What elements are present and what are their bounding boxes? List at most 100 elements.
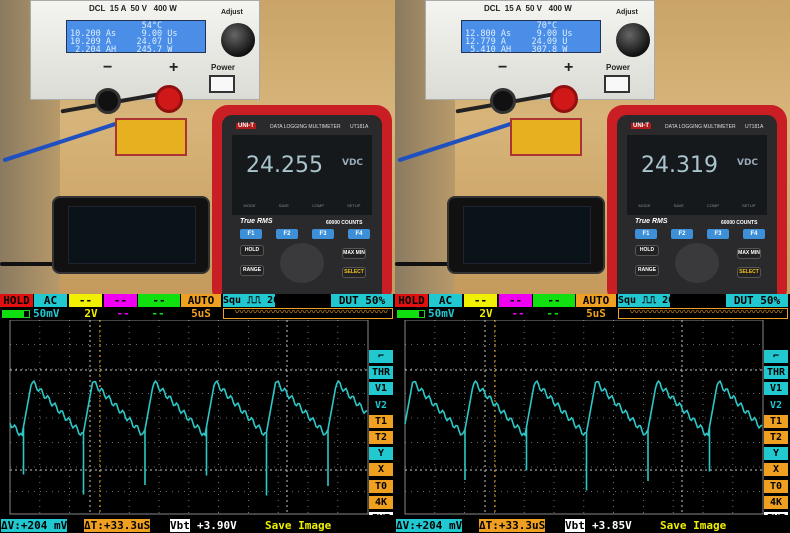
maxmin-key[interactable]: MAX MIN [737,248,761,259]
side-button-3[interactable]: V2 [374,399,388,411]
select-key[interactable]: SELECT [342,267,366,278]
memory-position-bar[interactable]: 〰〰〰〰〰〰〰〰〰〰〰〰〰〰〰〰〰 [618,308,788,319]
ch4-tag[interactable]: -- [533,294,575,307]
time-div[interactable]: 5uS [191,307,211,320]
ch3-vdiv[interactable]: -- [116,307,130,320]
side-button-7[interactable]: X [369,463,393,477]
side-button-4[interactable]: T1 [369,414,393,428]
save-image-button[interactable]: Save Image [265,519,332,532]
dmm-menu-item: SETUP [347,203,361,208]
generator-tag[interactable]: Squ ⎍⎍ 200KHz [618,294,699,307]
side-button-1[interactable]: THR [369,366,393,380]
battery-voltage: +3.85V [592,519,632,532]
electronic-load: DCL 15 A 50 V 400 W 54°C 10.200 As 9.00 U… [30,0,260,100]
duty-tag[interactable]: DUT 50% [726,294,788,307]
power-button[interactable] [604,75,630,93]
range-key[interactable]: RANGE [635,265,659,276]
coupling-tag[interactable]: AC [34,294,67,307]
ch1-trace [404,379,763,491]
hold-key[interactable]: HOLD [240,245,264,256]
f3-key[interactable]: F3 [312,229,334,239]
dmm-menu-item: COMP [707,203,720,208]
time-div[interactable]: 5uS [586,307,606,320]
coupling-tag[interactable]: AC [429,294,462,307]
power-label: Power [211,63,236,72]
electronic-load: DCL 15 A 50 V 400 W 70°C 12.800 As 9.00 U… [425,0,655,100]
trigger-mode-tag[interactable]: AUTO [181,294,221,307]
side-button-6[interactable]: Y [369,447,393,461]
phone-oscilloscope [52,196,210,274]
maxmin-key[interactable]: MAX MIN [342,248,366,259]
side-button-1[interactable]: THR [764,366,788,380]
hold-tag[interactable]: HOLD [0,294,33,307]
trigger-mode-tag[interactable]: AUTO [576,294,616,307]
dpad[interactable] [675,243,719,283]
f2-key[interactable]: F2 [671,229,693,239]
adjust-knob[interactable] [616,23,650,57]
side-button-5[interactable]: T2 [764,431,788,444]
memory-position-bar[interactable]: 〰〰〰〰〰〰〰〰〰〰〰〰〰〰〰〰〰 [223,308,393,319]
side-button-8[interactable]: T0 [369,479,393,493]
power-button[interactable] [209,75,235,93]
generator-tag[interactable]: Squ ⎍⎍ 200KHz [223,294,304,307]
f1-key[interactable]: F1 [635,229,657,239]
ch3-tag[interactable]: -- [499,294,532,307]
ch3-tag[interactable]: -- [104,294,137,307]
f2-key[interactable]: F2 [276,229,298,239]
f3-key[interactable]: F3 [707,229,729,239]
adjust-label: Adjust [221,9,243,16]
ch1-vdiv[interactable]: 50mV [428,307,455,320]
scope-footer: ΔV:+204 mV ΔT:+33.3uS Vbt +3.85V Save Im… [395,515,790,533]
side-button-4[interactable]: T1 [764,414,788,428]
lcd-line: 54°C [70,21,163,31]
load-model: DCL 15 A 50 V 400 W [484,4,572,13]
f4-key[interactable]: F4 [743,229,765,239]
positive-terminal [550,85,578,113]
side-button-0[interactable]: ⌐ [764,350,788,363]
scope-plot[interactable] [0,319,370,515]
ch3-vdiv[interactable]: -- [511,307,525,320]
hold-tag[interactable]: HOLD [395,294,428,307]
phone-screen [463,206,591,264]
side-button-7[interactable]: X [764,463,788,477]
waveform-svg [404,319,764,515]
minus-label: − [498,59,508,76]
dmm-menu-item: MODE [638,203,651,208]
side-button-3[interactable]: V2 [769,399,783,411]
side-button-2[interactable]: V1 [764,382,788,396]
scope-plot[interactable] [395,319,765,515]
hold-key[interactable]: HOLD [635,245,659,256]
side-button-8[interactable]: T0 [764,479,788,493]
range-key[interactable]: RANGE [240,265,264,276]
lcd-line: 12.800 As 9.00 Us [465,29,573,39]
dmm-brand: UNI-T [631,123,651,129]
ch4-tag[interactable]: -- [138,294,180,307]
adjust-knob[interactable] [221,23,255,57]
select-key[interactable]: SELECT [737,267,761,278]
duty-tag[interactable]: DUT 50% [331,294,393,307]
side-button-6[interactable]: Y [764,447,788,461]
true-rms-label: True RMS [635,218,668,225]
f1-key[interactable]: F1 [240,229,262,239]
side-button-5[interactable]: T2 [369,431,393,444]
panel-left: DCL 15 A 50 V 400 W 54°C 10.200 As 9.00 U… [0,0,395,533]
dpad[interactable] [280,243,324,283]
ch2-vdiv[interactable]: 2V [84,307,98,320]
side-button-9[interactable]: 4K [369,495,393,509]
dmm-model: DATA LOGGING MULTIMETER [270,124,341,130]
side-button-9[interactable]: 4K [764,495,788,509]
ch4-vdiv[interactable]: -- [151,307,165,320]
save-image-button[interactable]: Save Image [660,519,727,532]
lcd-line: 12.779 A 24.09 U [465,37,568,47]
f4-key[interactable]: F4 [348,229,370,239]
ch4-vdiv[interactable]: -- [546,307,560,320]
scope-status-bar: HOLD AC -- -- -- AUTO Squ ⎍⎍ 200KHz DUT … [395,294,790,320]
ch2-vdiv[interactable]: 2V [479,307,493,320]
ch2-tag[interactable]: -- [69,294,102,307]
ch1-vdiv[interactable]: 50mV [33,307,60,320]
side-button-0[interactable]: ⌐ [369,350,393,363]
ch2-tag[interactable]: -- [464,294,497,307]
adjust-label: Adjust [616,9,638,16]
delta-v-readout: ΔV:+204 mV [1,519,68,532]
side-button-2[interactable]: V1 [369,382,393,396]
